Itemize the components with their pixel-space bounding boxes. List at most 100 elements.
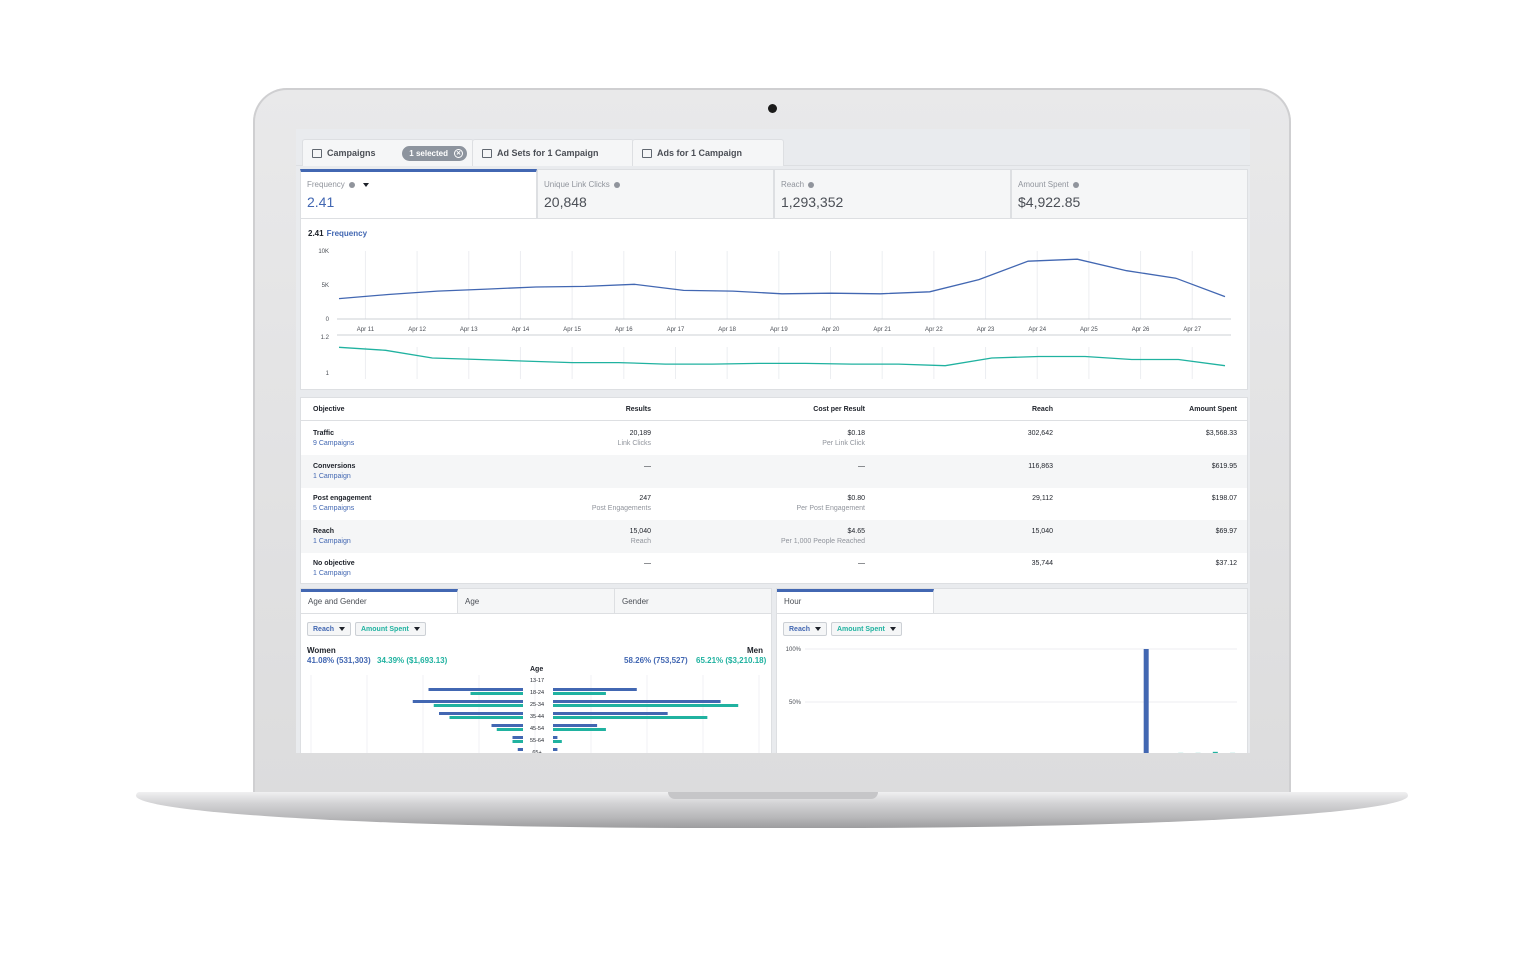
x-tick-label: Apr 26 [1132, 327, 1150, 333]
secondary-series-line [338, 346, 1226, 367]
age-gender-chart: 13-17 18-24 25-34 35-44 45-54 55-64 65+ [310, 675, 760, 753]
reach-cell: 29,112 [1032, 495, 1053, 502]
cost-per-result-sub: Per 1,000 People Reached [780, 537, 865, 545]
reach-cell: 302,642 [1028, 430, 1053, 437]
tab-ads[interactable]: Ads for 1 Campaign [632, 139, 784, 166]
x-tick-label: Apr 25 [1080, 327, 1098, 333]
women-reach: 41.08% (531,303) [307, 656, 371, 665]
x-tick-label: Apr 12 [408, 327, 426, 333]
table-row[interactable]: Conversions 1 Campaign — — 116,863 $619.95 [301, 454, 1247, 488]
screen: Campaigns 1 selected ✕ Ad Sets for 1 Cam… [296, 129, 1250, 753]
cost-per-result-cell: — [858, 560, 865, 570]
men-spent-bar [553, 692, 606, 695]
x-tick-label: Apr 20 [822, 327, 840, 333]
caret-down-icon[interactable] [362, 182, 369, 187]
tab-age-and-gender[interactable]: Age and Gender [301, 589, 458, 613]
col-amount-spent[interactable]: Amount Spent [1189, 406, 1237, 413]
x-tick-label: Apr 27 [1183, 327, 1201, 333]
results-sub: Post Engagements [591, 505, 651, 512]
campaigns-link[interactable]: 9 Campaigns [313, 440, 355, 447]
age-tick-label: 65+ [532, 750, 541, 753]
objective-name: No objective [313, 560, 355, 567]
info-icon[interactable] [1072, 181, 1079, 188]
reach-dropdown[interactable]: Reach [307, 622, 352, 636]
men-spent-bar [553, 728, 606, 731]
amount-spent-dropdown[interactable]: Amount Spent [355, 622, 426, 636]
results-value: — [644, 462, 651, 470]
men-spent-bar [553, 740, 562, 743]
table-row[interactable]: Traffic 9 Campaigns 20,189 Link Clicks $0.18… [301, 422, 1247, 455]
women-reach-bar [491, 724, 523, 727]
cost-per-result-value: — [858, 462, 865, 470]
women-spent-bar [512, 740, 523, 743]
frequency-chart-panel: 2.41 Frequency Apr 11 Apr 12 Apr 13 Apr 14 Ap… [300, 219, 1248, 390]
campaigns-link[interactable]: 1 Campaign [313, 537, 351, 545]
men-reach-bar [553, 700, 721, 703]
reach-value: 35,744 [1031, 560, 1053, 567]
metric-label: Unique Link Clicks [544, 180, 610, 189]
grid-icon [482, 148, 492, 158]
women-spent-bar [449, 716, 523, 719]
selected-pill-label: 1 selected [409, 148, 448, 158]
campaigns-link[interactable]: 1 Campaign [313, 570, 351, 577]
selected-pill[interactable]: 1 selected ✕ [402, 145, 467, 161]
metric-unique-link-clicks[interactable]: Unique Link Clicks 20,848 [537, 169, 774, 219]
women-reach-bar [517, 748, 523, 751]
metric-amount-spent[interactable]: Amount Spent $4,922.85 [1011, 169, 1248, 219]
col-cost-per-result[interactable]: Cost per Result [813, 406, 865, 413]
amount-spent-value: $69.97 [1215, 527, 1237, 535]
amount-spent-dropdown-label: Amount Spent [361, 625, 409, 633]
table-row[interactable]: Reach 1 Campaign 15,040 Reach $4.65 Per 1,000… [301, 519, 1247, 553]
cost-per-result-cell: $0.80 Per Post Engagement [797, 495, 866, 512]
metric-label: Frequency [307, 180, 345, 189]
amount-spent-cell: $37.12 [1216, 560, 1237, 567]
tab-ad-sets[interactable]: Ad Sets for 1 Campaign [472, 139, 634, 166]
col-objective[interactable]: Objective [313, 406, 345, 413]
metric-value: 20,848 [544, 194, 587, 210]
reach-value: 302,642 [1027, 430, 1053, 437]
x-tick-label: Apr 22 [925, 327, 943, 333]
info-icon[interactable] [808, 181, 815, 188]
campaigns-link[interactable]: 5 Campaigns [313, 505, 355, 512]
metric-value: $4,922.85 [1018, 194, 1081, 210]
info-icon[interactable] [613, 181, 620, 188]
tab-age[interactable]: Age [458, 589, 615, 613]
x-tick-label: Apr 15 [563, 327, 581, 333]
col-results[interactable]: Results [625, 406, 651, 413]
age-tick-label: 13-17 [530, 678, 544, 684]
amount-spent-value: $619.95 [1211, 462, 1237, 470]
tab-campaigns[interactable]: Campaigns 1 selected ✕ [302, 139, 474, 166]
results-cell: — [644, 560, 651, 570]
women-reach-bar [512, 736, 523, 739]
col-reach[interactable]: Reach [1031, 406, 1053, 413]
cost-per-result-cell: $4.65 Per 1,000 People Reached [781, 528, 865, 545]
tab-gender[interactable]: Gender [622, 597, 649, 606]
table-row[interactable]: No objective 1 Campaign — — 35,744 $37.12 [301, 552, 1247, 585]
hour-chart: 100% 50% [786, 647, 1237, 753]
cost-per-result-value: $0.18 [847, 430, 865, 437]
campaigns-link[interactable]: 1 Campaign [313, 472, 351, 480]
table-row[interactable]: Post engagement 5 Campaigns 247 Post Engage… [301, 487, 1247, 520]
y-tick-label: 1.2 [321, 335, 330, 341]
results-cell: 247 Post Engagements [592, 495, 651, 512]
age-axis-label: Age [530, 666, 544, 673]
y-tick-label: 1 [326, 371, 330, 377]
hour-amount-spent-dropdown-label: Amount Spent [837, 625, 885, 633]
clear-selection-icon[interactable]: ✕ [454, 148, 463, 158]
hour-reach-dropdown[interactable]: Reach [783, 622, 828, 636]
info-icon[interactable] [348, 181, 355, 188]
metric-frequency[interactable]: Frequency 2.41 [300, 169, 537, 219]
metric-reach[interactable]: Reach 1,293,352 [774, 169, 1011, 219]
age-tick-label: 25-34 [530, 702, 544, 708]
x-tick-label: Apr 21 [873, 327, 891, 333]
tab-ad-sets-label: Ad Sets for 1 Campaign [497, 148, 599, 158]
frequency-line-chart: Apr 11 Apr 12 Apr 13 Apr 14 Apr 15 Apr 16 Apr … [318, 249, 1231, 379]
breakdown-tabs: Age and Gender Age Gender [301, 589, 771, 614]
hour-bar [1143, 649, 1149, 753]
men-spent-bar [553, 704, 739, 707]
objective-name: Post engagement [313, 495, 372, 502]
results-cell: 20,189 Link Clicks [618, 430, 651, 447]
objective-table: Objective Results Amount Spent Reach Cos… [300, 397, 1248, 584]
hour-amount-spent-dropdown[interactable]: Amount Spent [831, 622, 902, 636]
tab-hour[interactable]: Hour [777, 589, 934, 613]
